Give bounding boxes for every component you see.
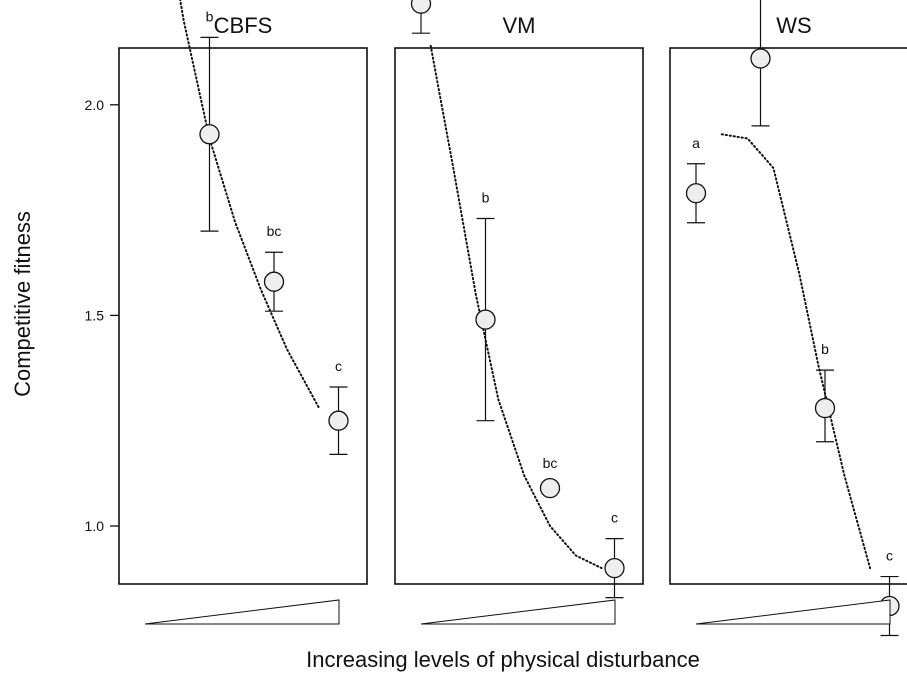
- data-point: [685, 183, 707, 204]
- data-point: [604, 557, 625, 579]
- panel-ws: WSaabc: [669, 0, 907, 637]
- trend-line: [179, 0, 321, 410]
- significance-label: c: [611, 510, 618, 526]
- y-axis: 1.01.52.02.53.0: [85, 97, 119, 534]
- trend-line: [429, 44, 603, 570]
- data-point: [410, 0, 432, 14]
- data-point: [263, 271, 285, 292]
- y-axis-title: Competitive fitness: [10, 211, 35, 397]
- significance-label: b: [482, 190, 490, 206]
- significance-label: b: [821, 341, 829, 357]
- disturbance-gradient-wedge: [695, 599, 891, 625]
- panel-title: CBFS: [214, 13, 273, 38]
- data-point: [539, 477, 561, 499]
- significance-label: c: [335, 358, 342, 374]
- significance-label: a: [692, 135, 700, 151]
- data-point: [328, 410, 349, 431]
- disturbance-gradient-wedge: [420, 599, 616, 625]
- panel-cbfs: CBFSabbcc: [118, 0, 368, 625]
- significance-label: c: [886, 548, 893, 564]
- significance-label: b: [206, 8, 214, 24]
- data-point: [475, 309, 496, 330]
- panels: CBFSabbccVMabbccWSaabc: [118, 0, 907, 637]
- panel-frame: [118, 47, 368, 585]
- panel-title: WS: [776, 13, 811, 38]
- panel-title: VM: [503, 13, 536, 38]
- disturbance-gradient-wedge: [144, 599, 340, 625]
- panel-vm: VMabbcc: [394, 0, 644, 625]
- y-tick-label: 2.0: [85, 97, 105, 113]
- trend-line: [720, 133, 872, 570]
- significance-label: bc: [543, 455, 558, 471]
- y-tick-label: 1.0: [85, 518, 105, 534]
- x-axis-title: Increasing levels of physical disturbanc…: [306, 647, 700, 672]
- panel-frame: [394, 47, 644, 585]
- data-point: [750, 48, 771, 69]
- data-point: [199, 124, 220, 145]
- panel-frame: [669, 47, 907, 585]
- significance-label: bc: [267, 223, 282, 239]
- data-point: [814, 397, 836, 419]
- y-tick-label: 1.5: [85, 307, 105, 323]
